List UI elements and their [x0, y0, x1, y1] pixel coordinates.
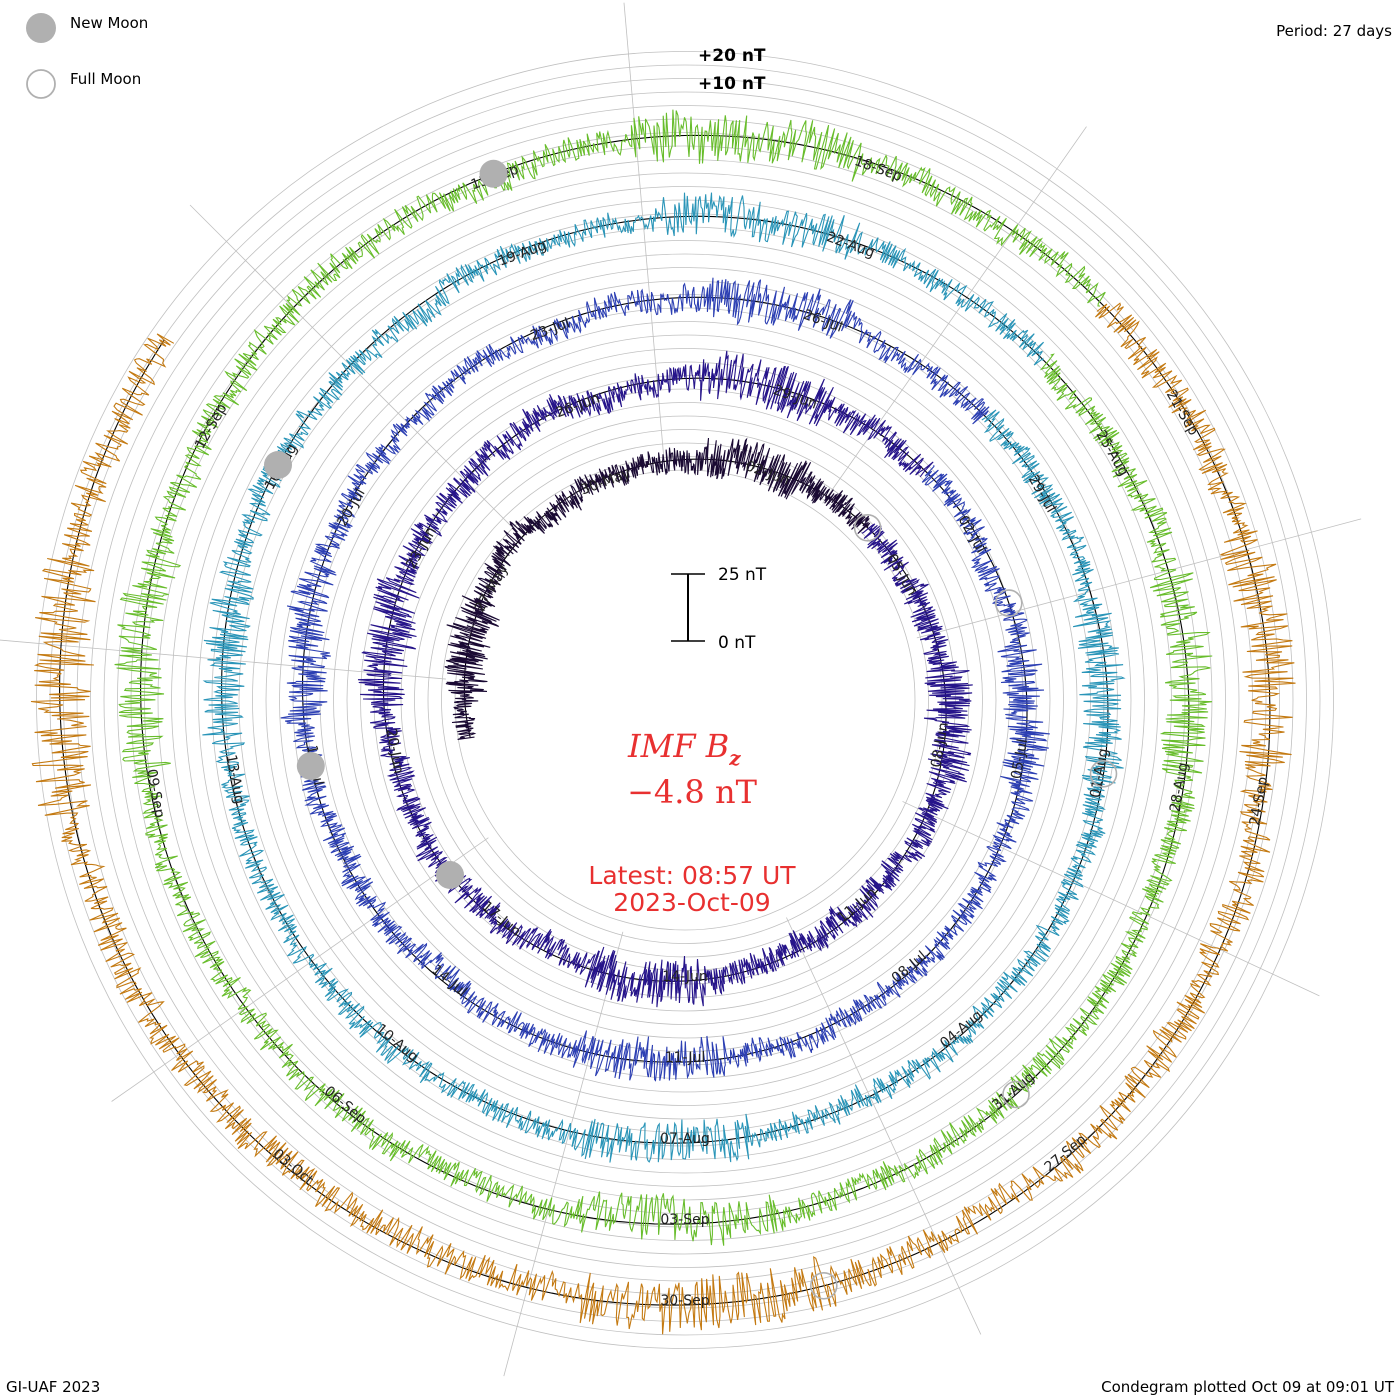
grid-spoke [189, 204, 516, 531]
latest-time: Latest: 08:57 UT [588, 861, 796, 890]
grid-spoke [822, 126, 1087, 504]
date-label: 22-Aug [824, 229, 876, 261]
chart-title-subscript: z [728, 746, 741, 770]
date-label: 14-Jun [662, 969, 708, 985]
full-moon-marker [809, 1272, 838, 1300]
credit-label: GI-UAF 2023 [6, 1378, 101, 1396]
legend-new-moon-label: New Moon [70, 14, 149, 32]
grid-ring [49, 64, 1321, 1336]
grid-spoke [111, 837, 489, 1102]
date-label: 19-Aug [496, 238, 548, 270]
new-moon-icon [26, 13, 56, 43]
grid-ring [319, 334, 1051, 1066]
grid-ring [157, 172, 1213, 1228]
scale-top-label: 25 nT [718, 565, 767, 585]
grid-ring [279, 294, 1091, 1106]
bz-trace-rotation [280, 277, 1050, 1082]
chart-title-main: IMF B [627, 727, 729, 765]
bz-trace-rotation [357, 350, 973, 1008]
date-label: 07-Aug [660, 1131, 710, 1147]
grid-ring [238, 253, 1132, 1147]
axis-label-plus20: +20 nT [698, 46, 766, 66]
date-label: 08-Jun [928, 721, 952, 769]
full-moon-marker [1002, 1080, 1030, 1109]
bz-traces [30, 109, 1296, 1335]
grid-ring [225, 240, 1145, 1160]
grid-spokes [0, 2, 1362, 1377]
date-label: 02-Jul [955, 513, 989, 556]
date-label: 20-Jul [335, 486, 369, 529]
date-label: 20-Jun [383, 727, 407, 775]
date-label: 05-Jul [1008, 738, 1031, 781]
current-value: −4.8 nT [627, 773, 757, 811]
grid-spoke [902, 801, 1320, 997]
plotted-timestamp: Condegram plotted Oct 09 at 09:01 UT [1101, 1378, 1394, 1396]
bz-trace-rotation [30, 302, 1296, 1335]
latest-date: 2023-Oct-09 [613, 888, 770, 917]
grid-ring [36, 51, 1334, 1349]
full-moon-marker [853, 513, 882, 542]
moon-markers [264, 159, 1118, 1300]
chart-title: IMF Bz [627, 727, 741, 770]
bz-trace-rotation [114, 109, 1213, 1246]
grid-ring [373, 388, 997, 1012]
grid-ring [306, 321, 1064, 1079]
grid-spoke [786, 917, 982, 1335]
date-label: 30-Sep [660, 1293, 709, 1309]
scale-bar: 25 nT 0 nT [671, 565, 767, 653]
legend-full-moon-label: Full Moon [70, 70, 142, 88]
scale-bottom-label: 0 nT [718, 633, 756, 653]
grid-ring [130, 145, 1240, 1255]
grid-spoke [503, 931, 624, 1377]
grid-spoke [623, 2, 665, 461]
date-label: 23-Jun [403, 524, 440, 571]
new-moon-marker [264, 451, 292, 479]
grid-ring [90, 105, 1280, 1295]
new-moon-marker [296, 752, 325, 780]
axis-label-plus10: +10 nT [698, 74, 766, 94]
grid-spoke [916, 518, 1362, 639]
grid-ring [265, 280, 1105, 1120]
full-moon-icon [26, 69, 56, 99]
zero-baselines [59, 134, 1271, 1306]
new-moon-marker [479, 159, 508, 188]
new-moon-marker [436, 861, 464, 889]
full-moon-marker [994, 589, 1023, 617]
zero-baseline [59, 134, 1271, 1306]
bz-trace-rotation [202, 192, 1126, 1163]
date-label: 03-Sep [660, 1212, 709, 1228]
bz-trace-rotation [444, 437, 871, 740]
grid-ring [441, 456, 929, 944]
date-label: 11-Jul [665, 1050, 706, 1066]
grid-ring [346, 361, 1024, 1039]
full-moon-marker [1089, 759, 1118, 788]
period-label: Period: 27 days [1276, 22, 1392, 40]
